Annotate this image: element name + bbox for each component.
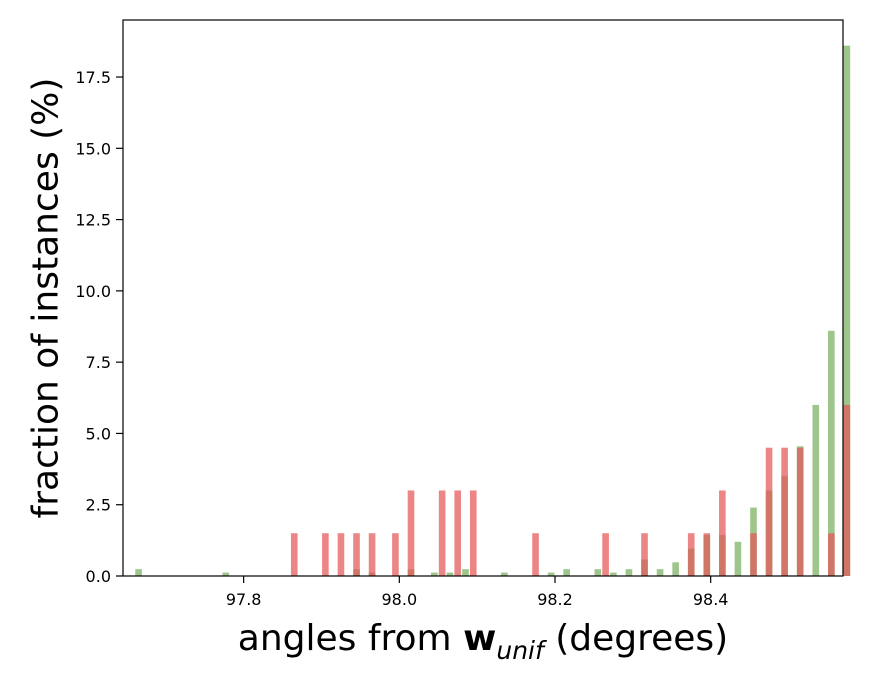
y-tick-label: 15.0 (75, 139, 111, 158)
bar-series-2-6 (392, 533, 399, 576)
y-tick-label: 7.5 (86, 353, 111, 372)
y-tick-label: 0.0 (86, 567, 111, 586)
bar-series-1-7 (446, 572, 454, 576)
bar-series-1-13 (610, 572, 617, 576)
x-tick-label: 98.2 (537, 590, 573, 609)
y-tick-label: 2.5 (86, 496, 111, 515)
x-axis-label-subscript: unif (496, 636, 547, 665)
bar-series-2-17 (750, 533, 757, 576)
bar-series-2-14 (687, 533, 695, 576)
bar-series-2-15 (703, 533, 711, 576)
y-tick-label: 5.0 (86, 424, 111, 443)
x-axis-ticks: 97.8 98.0 98.2 98.4 (226, 576, 729, 609)
bar-series-1-11 (563, 569, 570, 576)
bar-series-2-5 (368, 533, 376, 576)
bar-series-1-14 (625, 569, 633, 576)
bar-series-1-28 (843, 45, 851, 577)
bar-series-2-12 (602, 533, 609, 576)
x-axis-label-suffix: (degrees) (544, 618, 728, 659)
bar-series-1-16 (656, 569, 664, 576)
bar-series-2-18 (765, 447, 773, 576)
bar-series-2-2 (322, 533, 329, 576)
bar-series-2-11 (532, 533, 539, 576)
bar-series-2-22 (843, 404, 851, 576)
bar-series-2-20 (796, 447, 804, 576)
bar-series-2-3 (337, 533, 345, 576)
bar-series-2-1 (290, 533, 298, 576)
x-tick-label: 98.4 (693, 590, 729, 609)
bar-series-2-7 (407, 490, 415, 576)
bars-layer (135, 45, 851, 577)
bar-series-1-27 (828, 330, 835, 576)
bar-series-2-19 (781, 447, 788, 576)
y-axis-label: fraction of instances (%) (26, 78, 67, 519)
bar-series-2-4 (353, 533, 360, 576)
plot-frame (122, 19, 844, 577)
bar-series-2-8 (438, 490, 446, 576)
bar-series-1-6 (431, 572, 438, 576)
bar-series-2-10 (469, 490, 477, 576)
bar-series-1-17 (672, 562, 679, 576)
bar-series-1-12 (594, 569, 602, 576)
bar-series-1-26 (812, 404, 820, 576)
bar-series-2-13 (641, 533, 648, 576)
bar-series-1-1 (135, 569, 142, 576)
x-tick-label: 97.8 (226, 590, 262, 609)
x-axis-label-bold: w (463, 618, 496, 659)
bar-series-1-21 (734, 541, 742, 576)
bar-series-2-9 (454, 490, 462, 576)
bar-series-1-8 (462, 569, 469, 576)
bar-series-2-21 (828, 533, 835, 576)
bar-series-1-10 (547, 572, 555, 576)
y-tick-label: 12.5 (75, 211, 111, 230)
bar-series-2-16 (719, 490, 726, 576)
y-tick-label: 17.5 (75, 68, 111, 87)
bar-series-1-9 (501, 572, 508, 576)
x-axis-label-prefix: angles from (238, 618, 463, 659)
y-tick-label: 10.0 (75, 282, 111, 301)
x-axis-label: angles from wunif (degrees) (238, 618, 728, 665)
bar-series-1-2 (222, 572, 230, 576)
x-tick-label: 98.0 (382, 590, 418, 609)
y-axis-ticks: 0.0 2.5 5.0 7.5 10.0 12.5 15.0 17.5 (75, 68, 123, 586)
